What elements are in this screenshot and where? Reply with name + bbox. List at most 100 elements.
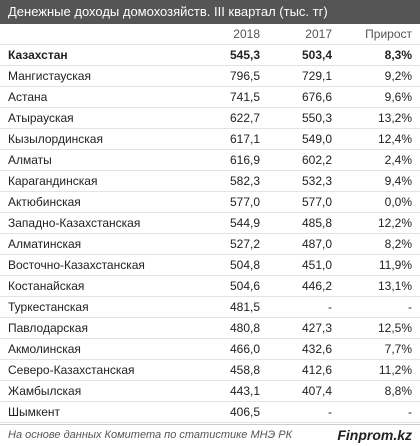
value-2018: 458,8: [196, 359, 268, 381]
value-2017: 487,0: [268, 233, 340, 255]
table-row: Алматинская 527,2 487,0 8,2%: [0, 233, 420, 255]
region-name: Костанайская: [0, 275, 196, 297]
table-row: Восточно-Казахстанская 504,8 451,0 11,9%: [0, 254, 420, 276]
growth-value: 12,5%: [340, 317, 420, 339]
value-2018: 622,7: [196, 107, 268, 129]
table-row: Туркестанская 481,5- -: [0, 296, 420, 318]
table-row: Алматы 616,9 602,2 2,4%: [0, 149, 420, 171]
value-2018: 481,5: [196, 296, 268, 318]
brand-logo: Finprom.kz: [337, 427, 412, 443]
growth-value: 7,7%: [340, 338, 420, 360]
growth-value: 11,9%: [340, 254, 420, 276]
value-2017: 432,6: [268, 338, 340, 360]
region-name: Западно-Казахстанская: [0, 212, 196, 234]
region-name: Жамбылская: [0, 380, 196, 402]
region-name: Павлодарская: [0, 317, 196, 339]
value-2017: 549,0: [268, 128, 340, 150]
region-name: Северо-Казахстанская: [0, 359, 196, 381]
region-name: Карагандинская: [0, 170, 196, 192]
value-2017: 550,3: [268, 107, 340, 129]
value-2018: 443,1: [196, 380, 268, 402]
value-2018: 577,0: [196, 191, 268, 213]
value-2018: 504,8: [196, 254, 268, 276]
value-2017: 532,3: [268, 170, 340, 192]
value-2017: 602,2: [268, 149, 340, 171]
value-2017: 503,4: [268, 44, 340, 66]
region-name: Мангистауская: [0, 65, 196, 87]
value-2017: 577,0: [268, 191, 340, 213]
value-2018: 480,8: [196, 317, 268, 339]
table-row: Жамбылская 443,1 407,4 8,8%: [0, 380, 420, 402]
value-2017: 412,6: [268, 359, 340, 381]
footer: На основе данных Комитета по статистике …: [0, 424, 420, 446]
growth-value: 8,3%: [340, 44, 420, 66]
table-row: Акмолинская 466,0 432,6 7,7%: [0, 338, 420, 360]
value-2017: 446,2: [268, 275, 340, 297]
region-name: Актюбинская: [0, 191, 196, 213]
region-name: Атырауская: [0, 107, 196, 129]
table-row: Мангистауская 796,5 729,1 9,2%: [0, 65, 420, 87]
table-row: Астана 741,5 676,6 9,6%: [0, 86, 420, 108]
growth-value: 11,2%: [340, 359, 420, 381]
value-2017: -: [268, 296, 340, 318]
value-2018: 617,1: [196, 128, 268, 150]
value-2017: 451,0: [268, 254, 340, 276]
value-2017: 485,8: [268, 212, 340, 234]
growth-value: 13,1%: [340, 275, 420, 297]
growth-value: 9,6%: [340, 86, 420, 108]
region-name: Акмолинская: [0, 338, 196, 360]
table-body: Казахстан 545,3 503,4 8,3% Мангистауская 796,…: [0, 44, 420, 423]
table-row: Западно-Казахстанская 544,9 485,8 12,2%: [0, 212, 420, 234]
table-row: Атырауская 622,7 550,3 13,2%: [0, 107, 420, 129]
value-2017: 427,3: [268, 317, 340, 339]
growth-value: 8,8%: [340, 380, 420, 402]
source-note: На основе данных Комитета по статистике …: [8, 429, 293, 441]
growth-value: 8,2%: [340, 233, 420, 255]
growth-value: 12,2%: [340, 212, 420, 234]
table-row: Кызылординская 617,1 549,0 12,4%: [0, 128, 420, 150]
growth-value: -: [340, 296, 420, 318]
column-header-2018: 2018: [196, 24, 268, 45]
growth-value: 0,0%: [340, 191, 420, 213]
region-name: Алматинская: [0, 233, 196, 255]
value-2018: 545,3: [196, 44, 268, 66]
region-name: Казахстан: [0, 44, 196, 66]
value-2017: 676,6: [268, 86, 340, 108]
region-name: Алматы: [0, 149, 196, 171]
region-name: Астана: [0, 86, 196, 108]
value-2018: 544,9: [196, 212, 268, 234]
income-table: 2018 2017 Прирост Казахстан 545,3 503,4 8,3…: [0, 24, 420, 423]
total-row: Казахстан 545,3 503,4 8,3%: [0, 44, 420, 66]
value-2018: 527,2: [196, 233, 268, 255]
value-2017: 407,4: [268, 380, 340, 402]
table-row: Карагандинская 582,3 532,3 9,4%: [0, 170, 420, 192]
table-title: Денежные доходы домохозяйств. III кварта…: [0, 0, 420, 24]
growth-value: 12,4%: [340, 128, 420, 150]
growth-value: 2,4%: [340, 149, 420, 171]
header-row: 2018 2017 Прирост: [0, 24, 420, 45]
table-row: Павлодарская 480,8 427,3 12,5%: [0, 317, 420, 339]
table-row: Костанайская 504,6 446,2 13,1%: [0, 275, 420, 297]
value-2018: 466,0: [196, 338, 268, 360]
value-2018: 504,6: [196, 275, 268, 297]
column-header-region: [0, 24, 196, 45]
table-row: Актюбинская 577,0 577,0 0,0%: [0, 191, 420, 213]
growth-value: -: [340, 401, 420, 423]
growth-value: 13,2%: [340, 107, 420, 129]
growth-value: 9,4%: [340, 170, 420, 192]
value-2018: 406,5: [196, 401, 268, 423]
value-2018: 582,3: [196, 170, 268, 192]
region-name: Туркестанская: [0, 296, 196, 318]
value-2018: 741,5: [196, 86, 268, 108]
region-name: Восточно-Казахстанская: [0, 254, 196, 276]
region-name: Шымкент: [0, 401, 196, 423]
value-2017: -: [268, 401, 340, 423]
value-2018: 796,5: [196, 65, 268, 87]
value-2018: 616,9: [196, 149, 268, 171]
value-2017: 729,1: [268, 65, 340, 87]
column-header-2017: 2017: [268, 24, 340, 45]
column-header-growth: Прирост: [340, 24, 420, 45]
table-row: Шымкент 406,5- -: [0, 401, 420, 423]
region-name: Кызылординская: [0, 128, 196, 150]
